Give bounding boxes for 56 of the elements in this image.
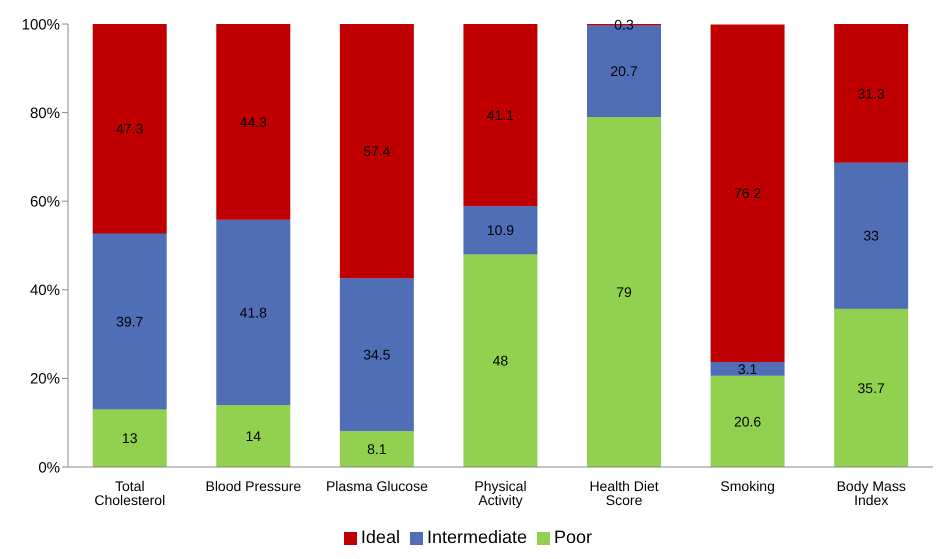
legend-label: Intermediate xyxy=(426,527,528,547)
data-label: 39.7 xyxy=(116,313,144,330)
bar xyxy=(463,24,538,206)
data-label: 41.8 xyxy=(240,304,268,320)
data-label: 3.1 xyxy=(738,360,758,377)
data-label: 79 xyxy=(616,284,632,300)
x-tick-label: Blood Pressure xyxy=(206,478,302,494)
y-tick-label: 100% xyxy=(22,16,60,34)
x-tick-label: Smoking xyxy=(720,478,775,494)
data-label: 76.2 xyxy=(734,185,762,202)
legend-label: Ideal xyxy=(360,527,400,547)
bar xyxy=(710,24,785,362)
data-label: 41.1 xyxy=(486,107,514,124)
bar xyxy=(834,24,908,163)
y-tick-label: 40% xyxy=(30,282,60,300)
data-label: 57.4 xyxy=(363,143,391,160)
y-tick-label: 60% xyxy=(30,194,60,211)
bar xyxy=(216,404,290,467)
bar xyxy=(463,254,538,467)
y-tick-label: 80% xyxy=(30,104,60,122)
bar xyxy=(834,308,908,467)
data-label: 0.3 xyxy=(614,16,634,33)
data-label: 20.7 xyxy=(610,63,638,80)
data-label: 10.9 xyxy=(486,222,514,238)
data-label: 48 xyxy=(492,352,508,369)
data-label: 8.1 xyxy=(367,441,387,458)
bar xyxy=(834,162,908,309)
bar xyxy=(340,431,414,467)
data-label: 31.3 xyxy=(858,85,885,102)
bar xyxy=(340,278,414,432)
bar xyxy=(92,24,167,234)
y-tick-label: 0% xyxy=(38,459,60,476)
data-label: 33 xyxy=(863,228,880,244)
data-label: 20.6 xyxy=(734,413,762,430)
data-label: 35.7 xyxy=(858,380,885,396)
bar xyxy=(710,376,785,467)
data-label: 14 xyxy=(245,428,262,444)
y-tick-label: 20% xyxy=(30,370,60,388)
data-label: 47.3 xyxy=(116,120,144,137)
bar xyxy=(92,234,167,410)
x-tick-label: Body Mass Index xyxy=(836,478,906,508)
bar xyxy=(710,362,785,376)
bar xyxy=(463,206,538,254)
bar xyxy=(92,409,167,467)
x-tick-label: Total Cholesterol xyxy=(94,478,166,508)
bar xyxy=(340,24,414,278)
bar xyxy=(216,220,290,405)
x-tick-label: Health Diet Score xyxy=(589,478,659,508)
data-label: 13 xyxy=(122,430,138,446)
data-label: 34.5 xyxy=(363,346,391,363)
bar xyxy=(216,24,290,220)
x-tick-label: Plasma Glucose xyxy=(326,478,428,494)
data-label: 44.3 xyxy=(240,114,268,130)
x-tick-label: Physical Activity xyxy=(474,478,527,508)
legend-label: Poor xyxy=(554,527,592,547)
bar xyxy=(587,117,661,467)
